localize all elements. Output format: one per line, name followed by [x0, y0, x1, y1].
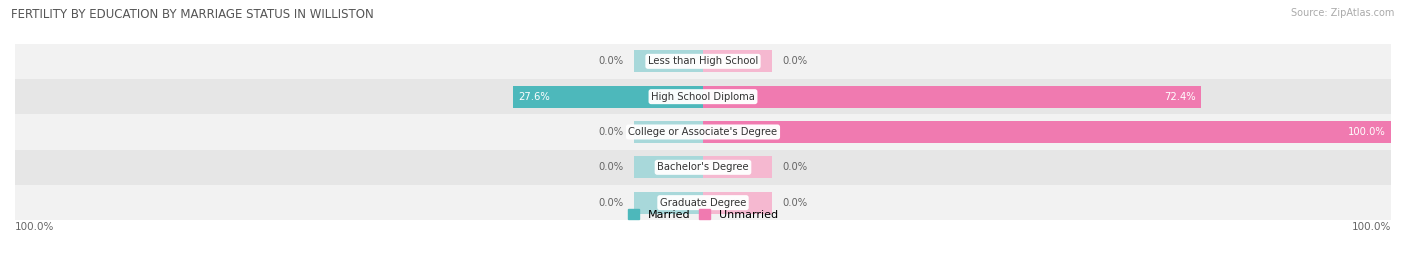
Bar [703, 156, 772, 178]
Bar [15, 79, 1391, 114]
Text: High School Diploma: High School Diploma [651, 92, 755, 102]
Text: 0.0%: 0.0% [599, 127, 624, 137]
Bar [513, 86, 703, 108]
Text: Graduate Degree: Graduate Degree [659, 198, 747, 208]
Text: 0.0%: 0.0% [599, 56, 624, 66]
Text: 27.6%: 27.6% [519, 92, 550, 102]
Text: 100.0%: 100.0% [15, 222, 55, 232]
Text: 72.4%: 72.4% [1164, 92, 1195, 102]
Text: FERTILITY BY EDUCATION BY MARRIAGE STATUS IN WILLISTON: FERTILITY BY EDUCATION BY MARRIAGE STATU… [11, 8, 374, 21]
Bar [703, 50, 772, 72]
Legend: Married, Unmarried: Married, Unmarried [627, 209, 779, 220]
Text: Bachelor's Degree: Bachelor's Degree [657, 162, 749, 172]
Bar [703, 86, 1201, 108]
Bar [15, 44, 1391, 79]
Bar [703, 192, 772, 214]
Bar [703, 121, 1391, 143]
Text: 0.0%: 0.0% [599, 162, 624, 172]
Text: 0.0%: 0.0% [782, 56, 807, 66]
Text: 100.0%: 100.0% [1351, 222, 1391, 232]
Bar [634, 121, 703, 143]
Text: 0.0%: 0.0% [599, 198, 624, 208]
Text: College or Associate's Degree: College or Associate's Degree [628, 127, 778, 137]
Text: 0.0%: 0.0% [782, 198, 807, 208]
Bar [634, 50, 703, 72]
Bar [15, 114, 1391, 150]
Bar [634, 192, 703, 214]
Bar [15, 150, 1391, 185]
Text: 100.0%: 100.0% [1348, 127, 1385, 137]
Text: Less than High School: Less than High School [648, 56, 758, 66]
Bar [634, 156, 703, 178]
Text: Source: ZipAtlas.com: Source: ZipAtlas.com [1291, 8, 1395, 18]
Bar [15, 185, 1391, 220]
Text: 0.0%: 0.0% [782, 162, 807, 172]
